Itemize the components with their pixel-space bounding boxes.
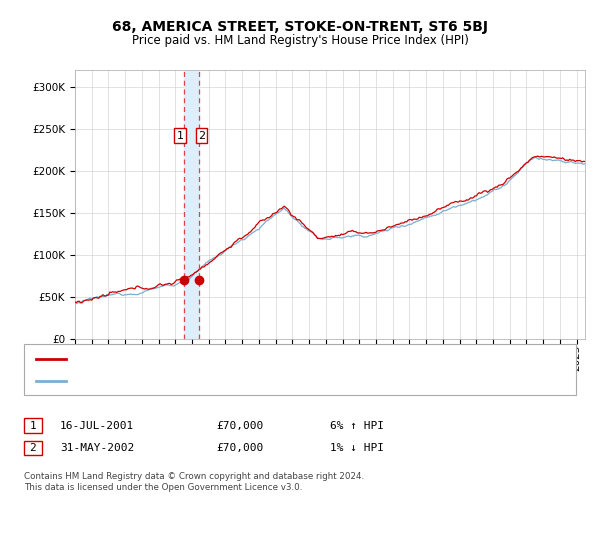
Text: £70,000: £70,000 [216,421,263,431]
Text: HPI: Average price, detached house, Stoke-on-Trent: HPI: Average price, detached house, Stok… [75,376,331,386]
Bar [184,70,199,339]
Text: Contains HM Land Registry data © Crown copyright and database right 2024.
This d: Contains HM Land Registry data © Crown c… [24,472,364,492]
Text: 2: 2 [198,130,205,141]
Text: 31-MAY-2002: 31-MAY-2002 [60,443,134,453]
Text: 6% ↑ HPI: 6% ↑ HPI [330,421,384,431]
Text: 68, AMERICA STREET, STOKE-ON-TRENT, ST6 5BJ: 68, AMERICA STREET, STOKE-ON-TRENT, ST6 … [112,20,488,34]
Text: 1% ↓ HPI: 1% ↓ HPI [330,443,384,453]
Text: 16-JUL-2001: 16-JUL-2001 [60,421,134,431]
Text: 68, AMERICA STREET, STOKE-ON-TRENT, ST6 5BJ (detached house): 68, AMERICA STREET, STOKE-ON-TRENT, ST6 … [75,353,409,363]
Text: Price paid vs. HM Land Registry's House Price Index (HPI): Price paid vs. HM Land Registry's House … [131,34,469,46]
Text: £70,000: £70,000 [216,443,263,453]
Text: 1: 1 [29,421,37,431]
Text: 2: 2 [29,443,37,453]
Text: 1: 1 [176,130,184,141]
